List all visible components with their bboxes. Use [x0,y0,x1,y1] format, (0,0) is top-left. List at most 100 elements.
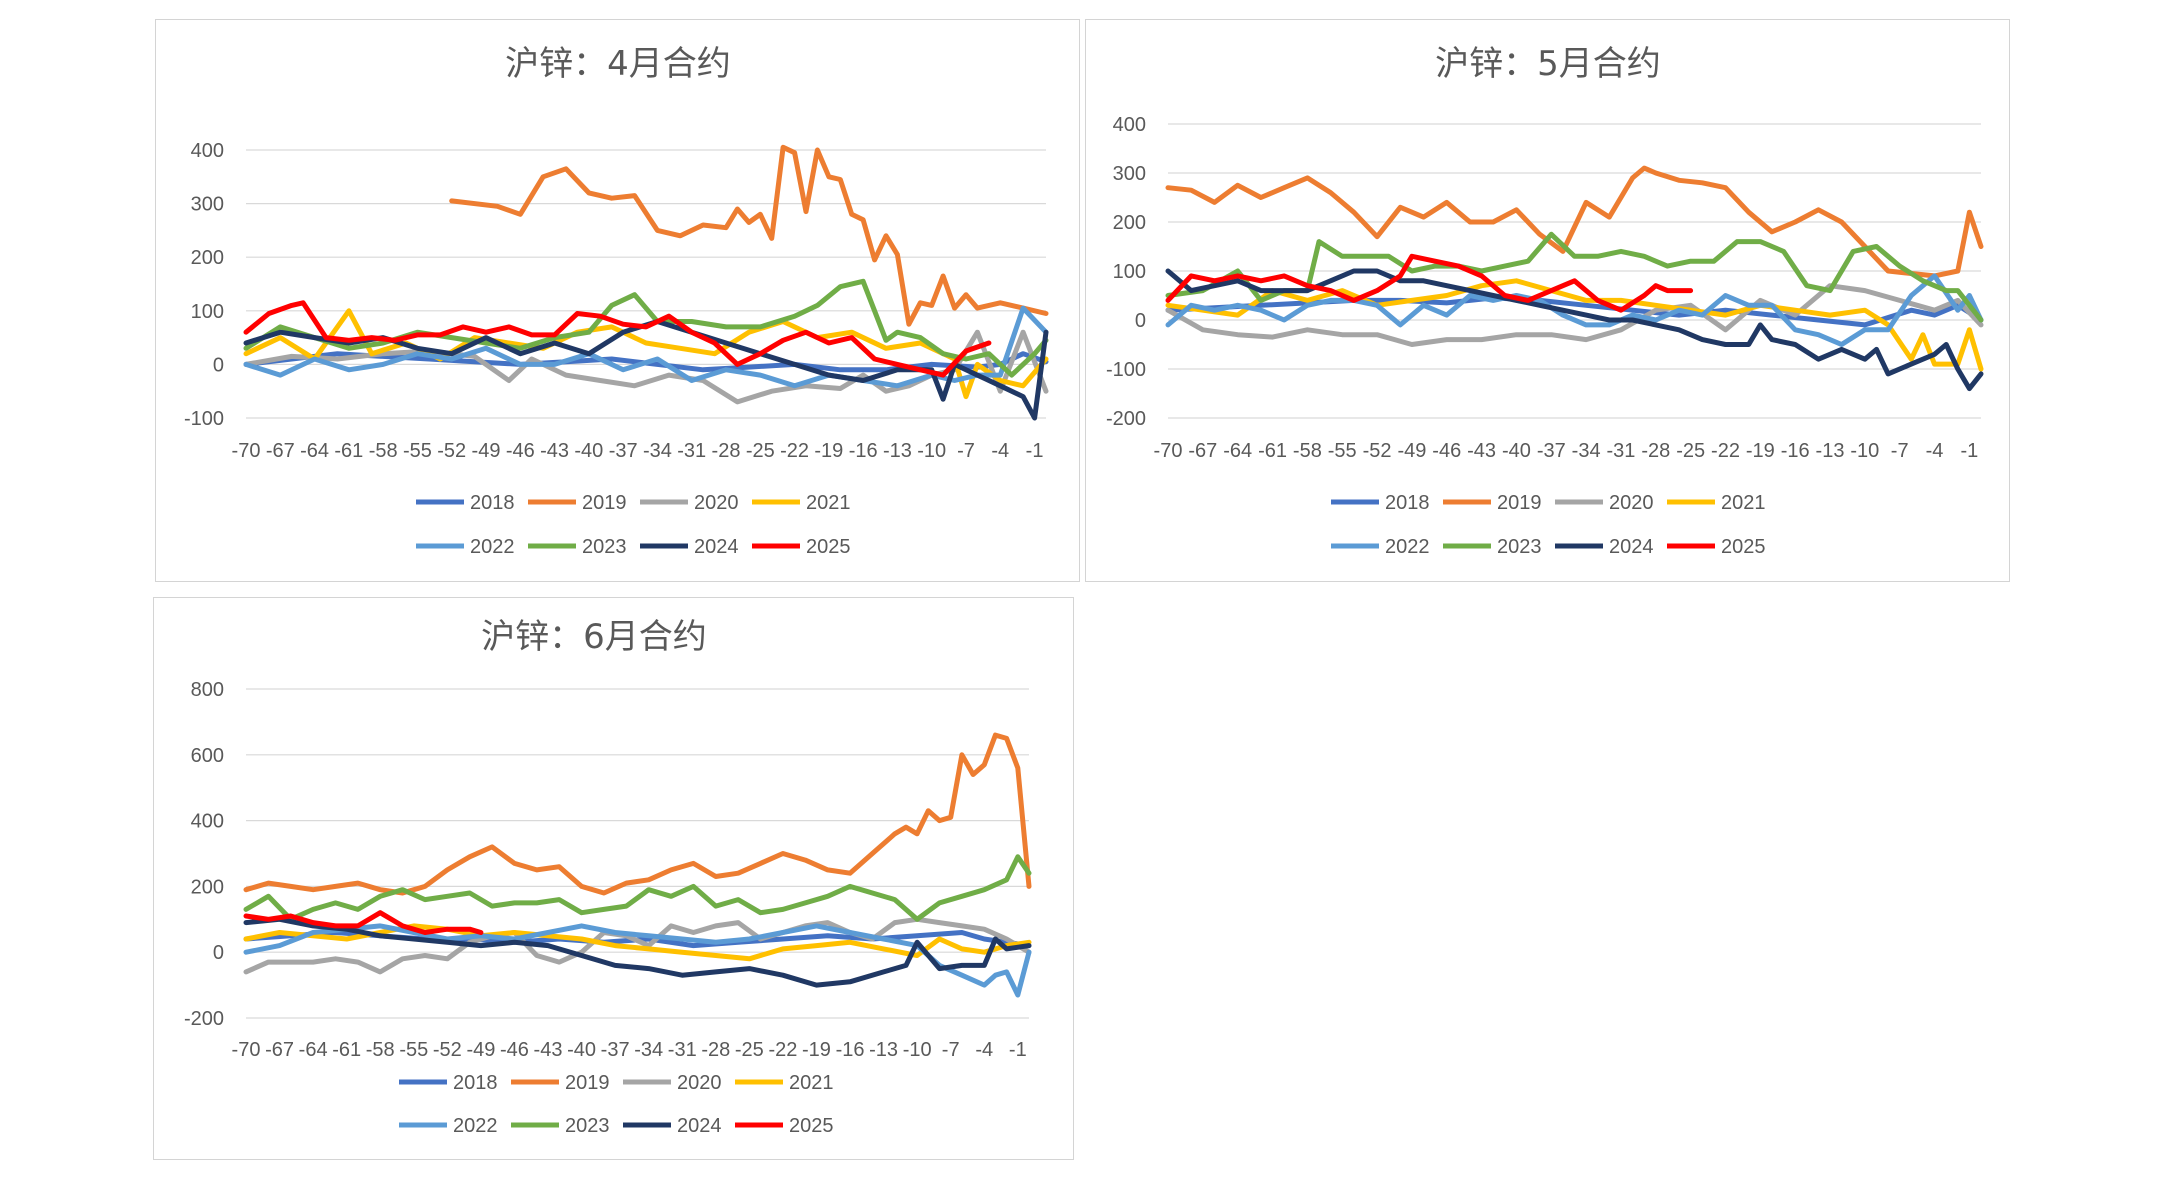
x-tick-label: -19 [802,1039,831,1061]
x-tick-label: -55 [1328,440,1357,462]
x-tick-label: -52 [433,1039,462,1061]
x-tick-label: -4 [975,1039,993,1061]
x-tick-label: -52 [1363,440,1392,462]
series-line-2025 [243,300,992,378]
x-tick-label: -64 [300,440,329,462]
y-tick-label: 200 [191,876,224,898]
x-tick-label: -58 [1293,440,1322,462]
x-tick-label: -67 [266,440,295,462]
x-tick-label: -25 [735,1039,764,1061]
x-tick-label: -70 [232,1039,261,1061]
series-line-2021 [243,923,1032,962]
series-line-2024 [243,916,1032,988]
x-tick-label: -4 [1926,440,1944,462]
series-line-2022 [1165,273,1984,347]
x-tick-label: -70 [232,440,261,462]
series-line-2025 [243,910,484,935]
x-tick-label: -22 [1711,440,1740,462]
x-tick-label: -37 [601,1039,630,1061]
x-tick-label: -1 [1960,440,1978,462]
x-tick-label: -40 [567,1039,596,1061]
x-tick-label: -61 [332,1039,361,1061]
x-tick-label: -13 [1816,440,1845,462]
series-line-2023 [243,854,1032,922]
x-tick-label: -7 [957,440,975,462]
x-tick-label: -40 [574,440,603,462]
y-tick-label: 200 [191,247,224,269]
x-tick-label: -13 [883,440,912,462]
x-tick-label: -37 [609,440,638,462]
chart-panel-april: 沪锌：4月合约 -100 0 100 200 300 400 -70 -67 -64 -61 -58-… [155,19,1080,582]
x-tick-label: -34 [1572,440,1601,462]
legend-label-2020: 2020 [677,1072,722,1094]
legend-label-2018: 2018 [453,1072,498,1094]
x-tick-label: -43 [534,1039,563,1061]
x-tick-label: -10 [903,1039,932,1061]
chart-title: 沪锌：6月合约 [481,617,707,657]
series-line-2021 [243,308,1049,400]
x-tick-label: -43 [1467,440,1496,462]
series-line-2023 [1165,231,1984,323]
x-tick-label: -67 [265,1039,294,1061]
legend-label-2022: 2022 [470,536,515,558]
x-tick-label: -58 [369,440,398,462]
x-tick-label: -4 [991,440,1009,462]
series-line-2019 [449,144,1049,327]
chart-title: 沪锌：4月合约 [505,44,731,84]
y-tick-label: 100 [191,301,224,323]
x-tick-label: -28 [701,1039,730,1061]
x-tick-label: -25 [746,440,775,462]
y-tick-label: -200 [184,1008,224,1030]
x-tick-label: -52 [437,440,466,462]
x-tick-label: -13 [869,1039,898,1061]
legend-label-2023: 2023 [565,1115,610,1137]
chart-svg: 沪锌：5月合约 -200 -100 0 100 200 300 400 -70 -67 -64 -61… [1106,44,1984,558]
legend-label-2020: 2020 [694,492,739,514]
x-tick-label: -28 [712,440,741,462]
series-line-2021 [1165,278,1984,372]
x-tick-label: -34 [643,440,672,462]
y-tick-label: 600 [191,745,224,767]
x-tick-label: -46 [500,1039,529,1061]
y-tick-label: -100 [1106,359,1146,381]
legend-label-2022: 2022 [453,1115,498,1137]
legend-label-2024: 2024 [1609,536,1654,558]
y-tick-label: 300 [1113,163,1146,185]
legend-label-2024: 2024 [694,536,739,558]
legend-label-2018: 2018 [470,492,515,514]
y-tick-label: 400 [1113,114,1146,136]
series-line-2020 [243,916,1032,975]
x-tick-label: -64 [1223,440,1252,462]
x-tick-label: -7 [1891,440,1909,462]
x-tick-label: -55 [403,440,432,462]
x-tick-label: -19 [1746,440,1775,462]
legend-label-2021: 2021 [806,492,851,514]
legend-label-2025: 2025 [789,1115,834,1137]
legend-label-2025: 2025 [806,536,851,558]
legend-label-2025: 2025 [1721,536,1766,558]
x-tick-label: -16 [836,1039,865,1061]
y-tick-label: 0 [1135,310,1146,332]
legend-label-2023: 2023 [1497,536,1542,558]
x-tick-label: -16 [1781,440,1810,462]
x-tick-label: -40 [1502,440,1531,462]
x-tick-label: -19 [814,440,843,462]
y-tick-label: 200 [1113,212,1146,234]
x-tick-label: -16 [849,440,878,462]
y-tick-label: 400 [191,140,224,162]
series-line-2019 [243,732,1032,896]
series-line-2018 [243,351,1049,373]
series-line-2025 [1165,253,1694,313]
legend-label-2021: 2021 [789,1072,834,1094]
y-tick-label: 100 [1113,261,1146,283]
legend-label-2018: 2018 [1385,492,1430,514]
series-line-2022 [243,923,1032,998]
x-tick-label: -37 [1537,440,1566,462]
x-tick-label: -1 [1026,440,1044,462]
x-tick-label: -49 [472,440,501,462]
legend-label-2021: 2021 [1721,492,1766,514]
x-tick-label: -46 [1432,440,1461,462]
chart-panel-june: 沪锌：6月合约 -200 0 200 400 600 800 -70 -67 -64 -61 -58-… [153,597,1074,1160]
